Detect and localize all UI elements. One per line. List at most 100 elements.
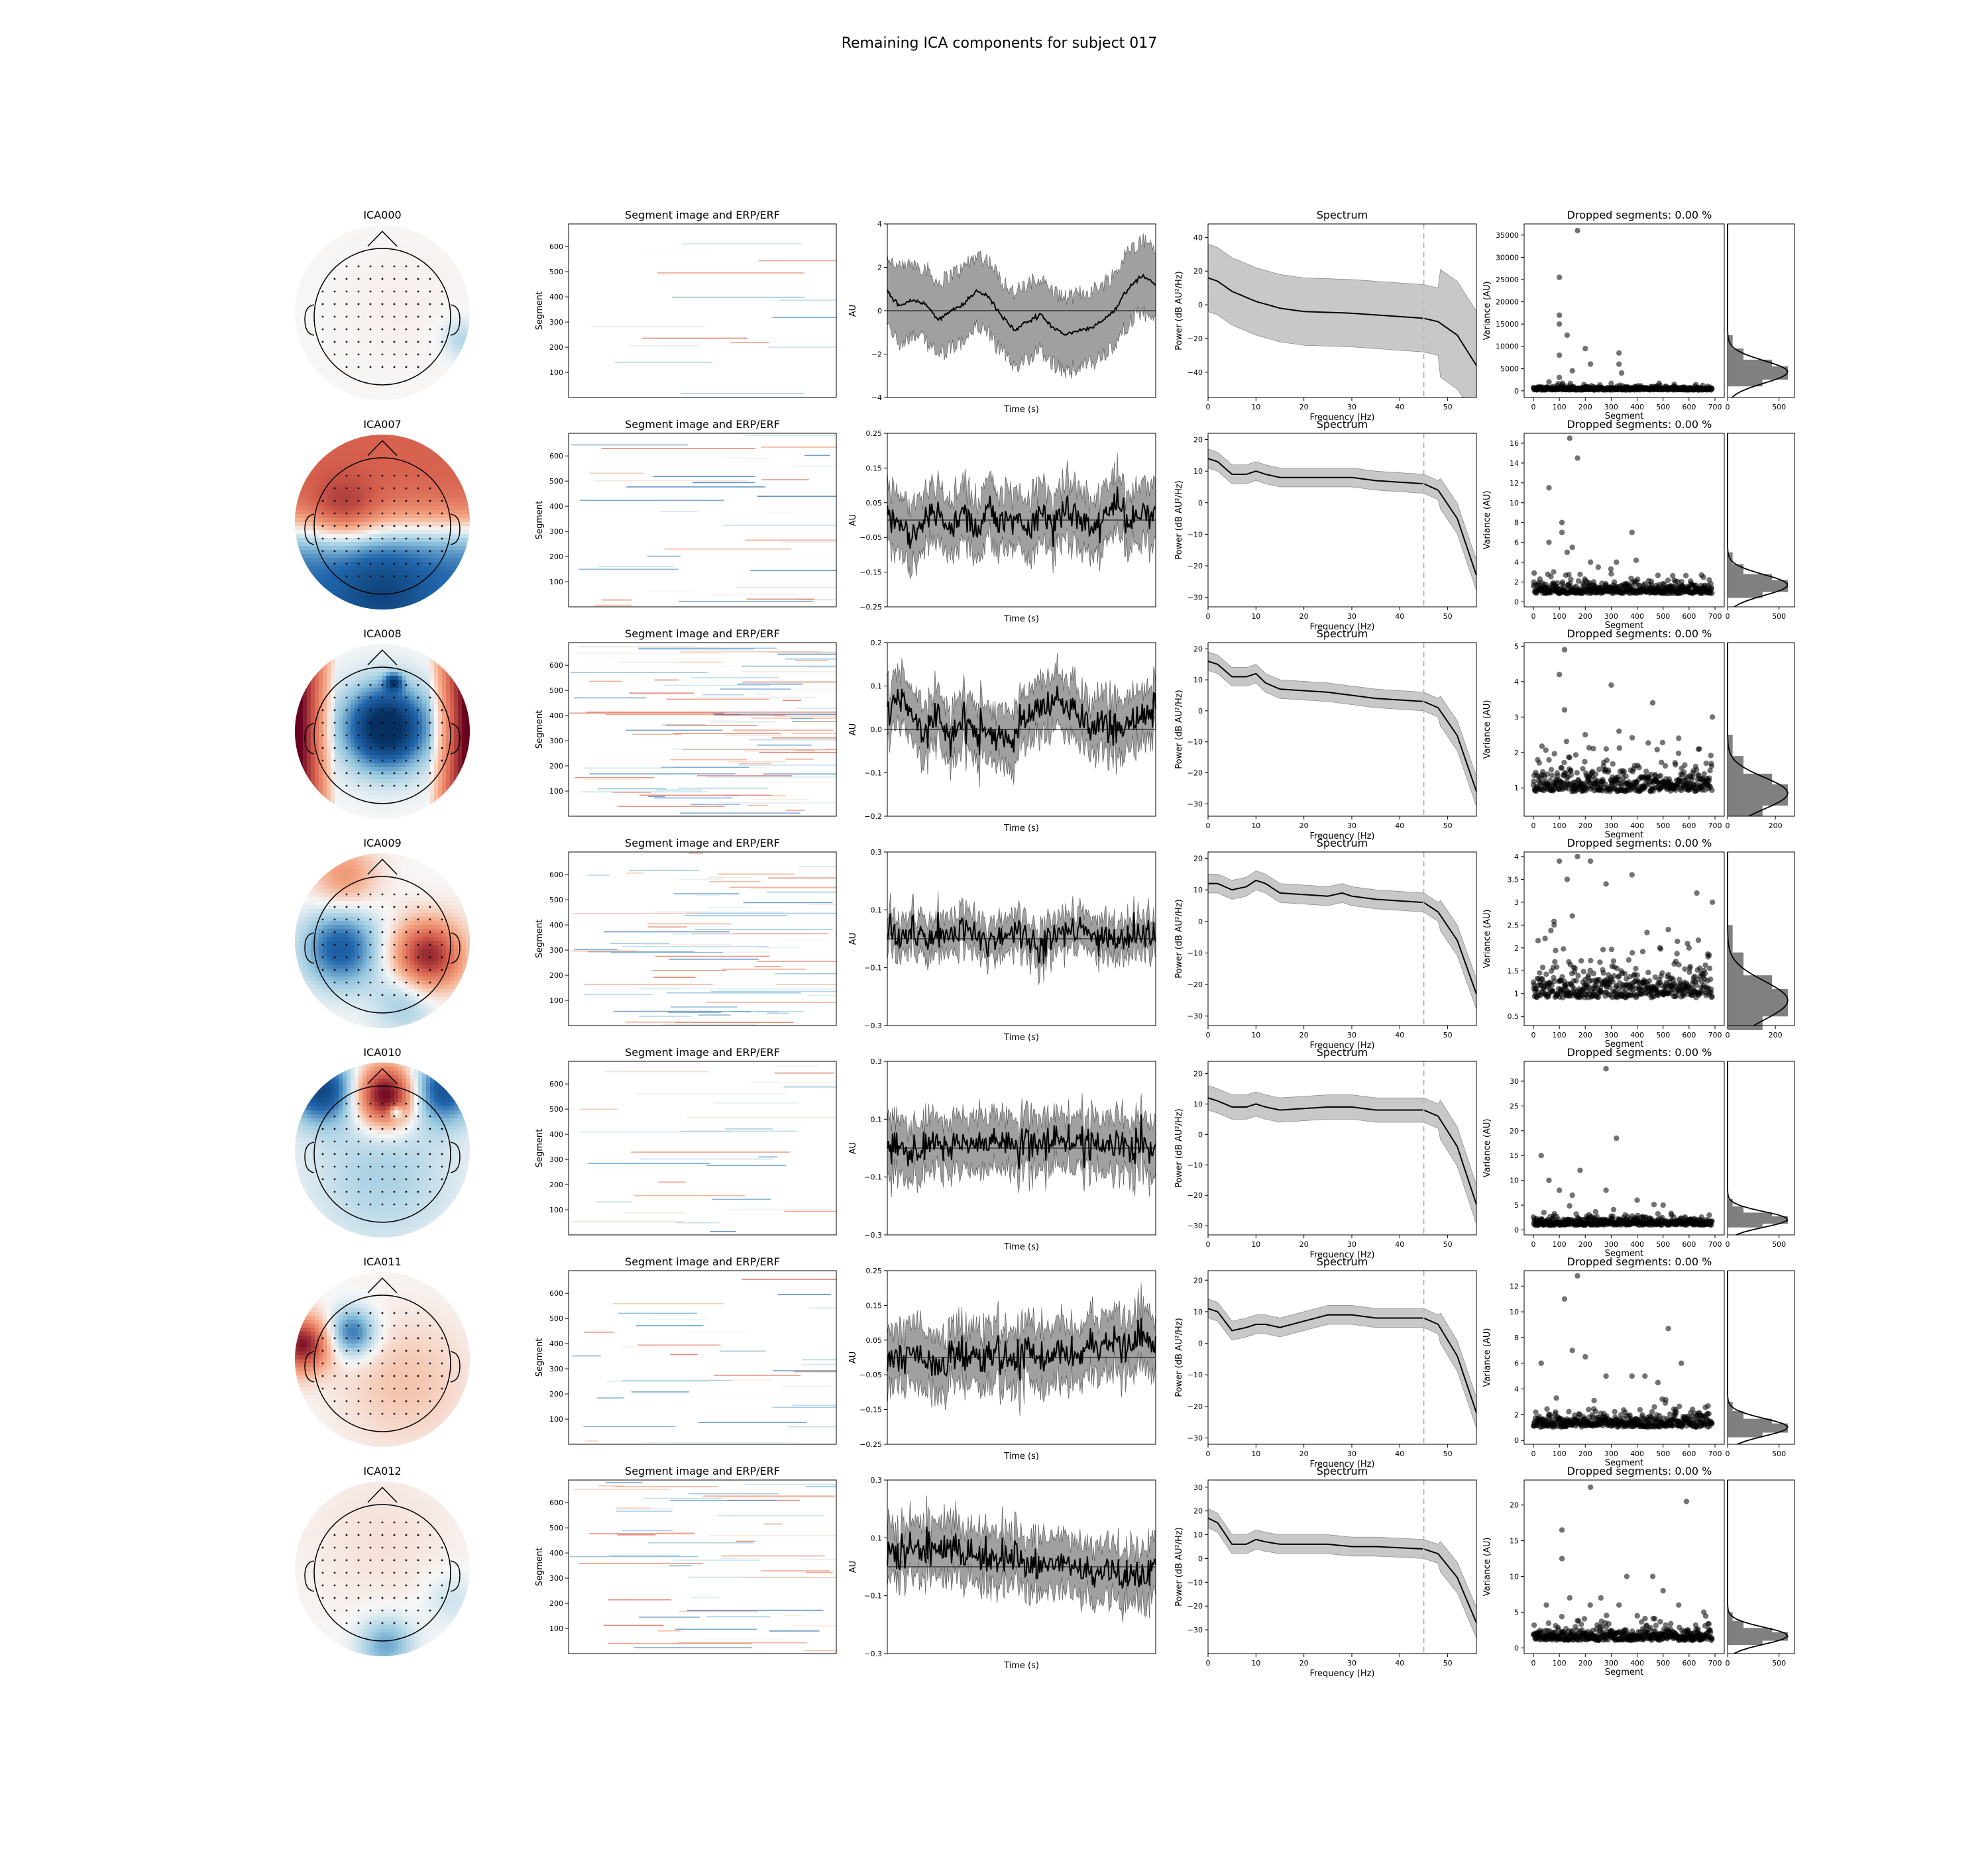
topomap-pixel [362, 392, 367, 397]
topomap-pixel [347, 337, 351, 341]
topomap-pixel [410, 498, 415, 503]
topomap-pixel [307, 708, 311, 712]
topomap-pixel [378, 273, 383, 278]
topomap-pixel [303, 337, 307, 341]
erp-ytick-label: 0.15 [866, 464, 883, 472]
topomap-pixel [454, 550, 459, 555]
topomap-pixel [386, 348, 391, 353]
topomap-pixel [307, 482, 311, 487]
topomap-pixel [442, 309, 447, 313]
topomap-pixel [418, 454, 423, 459]
topomap-pixel [343, 578, 347, 582]
sensor-dot [333, 315, 336, 318]
topomap-pixel [327, 727, 331, 732]
topomap-pixel [355, 392, 359, 397]
topomap-pixel [386, 606, 391, 610]
topomap-pixel [351, 356, 355, 361]
variance-ytick-label: 15000 [1496, 320, 1519, 329]
topomap-pixel [466, 305, 470, 309]
topomap-pixel [398, 257, 403, 262]
spectrum-ylabel: Power (dB AU²/Hz) [1174, 271, 1184, 350]
topomap-pixel [327, 739, 331, 744]
topomap-pixel [323, 546, 327, 551]
image-ytick-label: 600 [549, 242, 563, 251]
topomap-pixel [418, 602, 423, 606]
topomap-pixel [335, 502, 339, 507]
topomap-pixel [307, 684, 311, 688]
topomap-pixel [327, 735, 331, 740]
topomap-pixel [426, 384, 431, 389]
topomap-pixel [295, 341, 300, 345]
topomap-pixel [299, 526, 304, 531]
topomap-pixel [299, 348, 304, 353]
topomap-pixel [454, 558, 459, 562]
topomap-pixel [311, 494, 315, 499]
topomap-pixel [390, 337, 395, 341]
topomap-pixel [315, 478, 319, 483]
topomap-pixel [366, 293, 371, 297]
sensor-dot [429, 525, 431, 527]
topomap-pixel [386, 237, 391, 242]
topomap-pixel [366, 392, 371, 397]
topomap-pixel [426, 352, 431, 357]
topomap-pixel [315, 582, 319, 586]
topomap-pixel [414, 582, 419, 586]
topomap-pixel [410, 435, 415, 439]
topomap-pixel [331, 333, 335, 337]
topomap-pixel [347, 502, 351, 507]
topomap-pixel [307, 771, 311, 776]
topomap-pixel [347, 329, 351, 333]
topomap-pixel [315, 317, 319, 321]
topomap-pixel [311, 716, 315, 720]
topomap-pixel [323, 712, 327, 716]
topomap-pixel [462, 518, 467, 523]
topomap-pixel [331, 783, 335, 788]
sensor-dot [369, 474, 372, 477]
topomap-pixel [402, 458, 407, 463]
topomap-pixel [323, 317, 327, 321]
topomap-pixel [402, 388, 407, 393]
topomap-pixel [355, 364, 359, 369]
erp-frame [887, 433, 1156, 608]
topomap-pixel [362, 498, 367, 503]
topomap-pixel [374, 281, 379, 286]
topomap-pixel [454, 486, 459, 491]
topomap-pixel [335, 241, 339, 246]
topomap-pixel [450, 309, 455, 313]
topomap-pixel [370, 257, 375, 262]
variance-xlabel: Segment [1605, 411, 1644, 421]
topomap-pixel [450, 494, 455, 499]
topomap-pixel [315, 546, 319, 551]
sensor-dot [321, 550, 324, 553]
topomap-pixel [434, 502, 439, 507]
topomap-pixel [295, 735, 300, 740]
variance-outlier [1556, 374, 1563, 380]
topomap-pixel [323, 510, 327, 515]
topomap-pixel [422, 506, 427, 511]
topomap-pixels [295, 225, 470, 400]
topomap-pixel [438, 454, 443, 459]
topomap-pixel [402, 538, 407, 543]
topomap-pixel [335, 692, 339, 696]
topomap-pixel [331, 498, 335, 503]
topomap-pixel [378, 293, 383, 297]
topomap-pixel [450, 344, 455, 349]
sensor-dot [369, 500, 372, 502]
topomap-pixel [422, 562, 427, 566]
topomap-pixel [335, 293, 339, 297]
topomap-pixel [355, 265, 359, 270]
topomap-pixel [331, 767, 335, 772]
topomap-pixel [414, 368, 419, 373]
topomap-pixel [446, 554, 451, 558]
sensor-dot [393, 353, 396, 356]
topomap-pixel [359, 502, 363, 507]
topomap-pixel [355, 229, 359, 234]
topomap-pixel [374, 514, 379, 519]
topomap-pixel [410, 360, 415, 365]
topomap-pixel [343, 498, 347, 503]
topomap-pixel [311, 566, 315, 570]
topomap-pixel [327, 763, 331, 768]
topomap-pixel [434, 269, 439, 274]
topomap-pixel [331, 360, 335, 365]
topomap-pixel [331, 759, 335, 764]
